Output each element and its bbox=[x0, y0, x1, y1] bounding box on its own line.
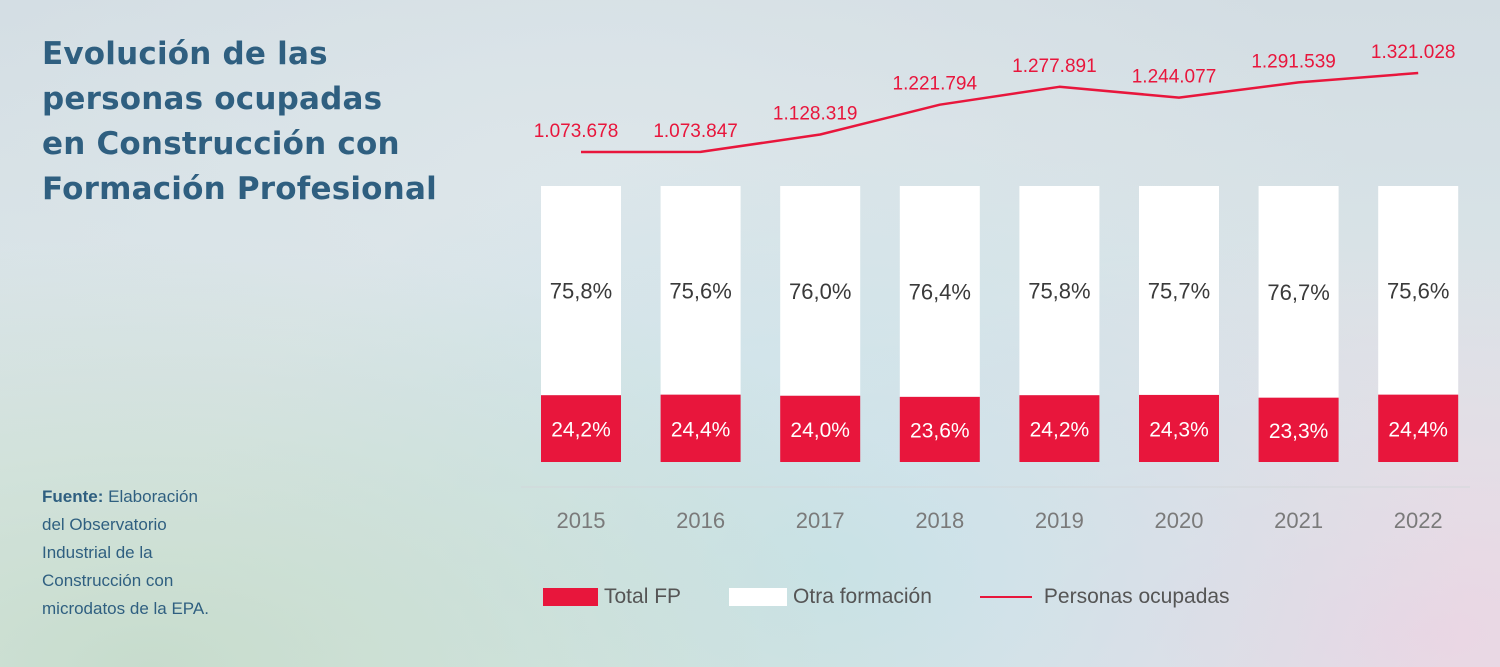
bar-otra-2018 bbox=[899, 186, 980, 397]
chart-legend: Total FP Otra formación Personas ocupada… bbox=[543, 582, 1278, 612]
data-label-fp-2018: 23,6% bbox=[910, 419, 970, 442]
bar-fp-2020 bbox=[1139, 394, 1219, 462]
data-label-fp-2021: 23,3% bbox=[1269, 420, 1329, 443]
line-label-2018: 1.221.794 bbox=[893, 74, 978, 95]
page-title: Evolución de las personas ocupadas en Co… bbox=[42, 32, 482, 212]
bar-fp-2022 bbox=[1378, 394, 1459, 462]
data-label-fp-2017: 24,0% bbox=[790, 419, 850, 442]
legend-swatch-fp bbox=[543, 588, 598, 606]
x-tick-label-2021: 2021 bbox=[1274, 508, 1323, 533]
bar-otra-2015 bbox=[541, 186, 621, 396]
x-tick-label-2019: 2019 bbox=[1035, 508, 1084, 533]
source-line-4: Construcción con bbox=[42, 571, 174, 590]
data-label-otra-2017: 76,0% bbox=[789, 279, 851, 304]
line-label-2017: 1.128.319 bbox=[773, 104, 858, 125]
legend-item-line: Personas ocupadas bbox=[979, 585, 1230, 609]
title-line-3: en Construcción con bbox=[42, 126, 400, 162]
legend-item-otra: Otra formación bbox=[729, 585, 932, 609]
data-label-otra-2021: 76,7% bbox=[1267, 280, 1329, 305]
bar-otra-2019 bbox=[1019, 186, 1100, 396]
source-line-2: del Observatorio bbox=[42, 515, 167, 534]
data-label-otra-2018: 76,4% bbox=[909, 279, 971, 304]
x-tick-label-2018: 2018 bbox=[915, 508, 964, 533]
x-tick-label-2022: 2022 bbox=[1394, 508, 1443, 533]
bar-otra-2016 bbox=[660, 186, 741, 395]
data-label-otra-2022: 75,6% bbox=[1387, 278, 1449, 303]
source-line-3: Industrial de la bbox=[42, 543, 153, 562]
title-line-2: personas ocupadas bbox=[42, 81, 383, 117]
data-label-fp-2019: 24,2% bbox=[1030, 419, 1090, 442]
bar-otra-2020 bbox=[1139, 186, 1219, 395]
data-label-otra-2019: 75,8% bbox=[1028, 279, 1090, 304]
legend-item-fp: Total FP bbox=[543, 585, 681, 609]
data-label-fp-2016: 24,4% bbox=[671, 418, 731, 441]
x-tick-label-2020: 2020 bbox=[1155, 508, 1204, 533]
bar-fp-2016 bbox=[660, 394, 741, 462]
x-tick-label-2016: 2016 bbox=[676, 508, 725, 533]
x-tick-label-2017: 2017 bbox=[796, 508, 845, 533]
line-label-2020: 1.244.077 bbox=[1132, 67, 1217, 88]
x-tick-label-2015: 2015 bbox=[557, 508, 606, 533]
line-label-2015: 1.073.678 bbox=[534, 121, 619, 142]
bar-otra-2021 bbox=[1258, 186, 1339, 398]
data-label-fp-2022: 24,4% bbox=[1388, 418, 1448, 441]
source-label: Fuente: bbox=[42, 487, 104, 506]
legend-label-fp: Total FP bbox=[604, 585, 682, 608]
line-label-2021: 1.291.539 bbox=[1251, 51, 1336, 72]
line-label-2019: 1.277.891 bbox=[1012, 56, 1097, 77]
legend-swatch-otra bbox=[729, 588, 788, 606]
data-label-otra-2015: 75,8% bbox=[550, 279, 612, 304]
data-label-fp-2020: 24,3% bbox=[1149, 418, 1209, 441]
source-line-5: microdatos de la EPA. bbox=[42, 599, 209, 618]
legend-swatch-line bbox=[979, 596, 1032, 598]
bar-fp-2018 bbox=[899, 396, 980, 462]
line-label-2016: 1.073.847 bbox=[653, 121, 738, 142]
legend-label-line: Personas ocupadas bbox=[1043, 585, 1230, 608]
bar-fp-2015 bbox=[541, 395, 621, 462]
data-label-otra-2020: 75,7% bbox=[1148, 278, 1210, 303]
data-label-otra-2016: 75,6% bbox=[669, 278, 731, 303]
data-label-fp-2015: 24,2% bbox=[551, 419, 611, 442]
source-line-1: Elaboración bbox=[103, 487, 198, 506]
bar-otra-2022 bbox=[1378, 186, 1459, 395]
bar-otra-2017 bbox=[780, 186, 861, 396]
line-personas-ocupadas bbox=[580, 71, 1419, 154]
legend-label-otra: Otra formación bbox=[793, 585, 932, 608]
line-label-2022: 1.321.028 bbox=[1371, 42, 1456, 63]
source-note: Fuente: Elaboración del Observatorio Ind… bbox=[42, 483, 242, 623]
bar-fp-2017 bbox=[780, 395, 861, 462]
title-line-1: Evolución de las bbox=[42, 36, 328, 72]
bar-fp-2019 bbox=[1019, 395, 1100, 462]
bar-fp-2021 bbox=[1258, 397, 1339, 462]
title-line-4: Formación Profesional bbox=[42, 171, 437, 207]
